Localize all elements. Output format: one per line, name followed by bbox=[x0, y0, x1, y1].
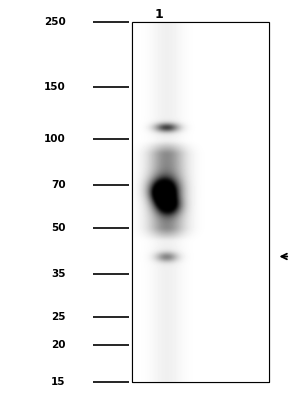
Bar bbox=[132, 22, 269, 382]
Text: 150: 150 bbox=[44, 82, 66, 92]
Text: 250: 250 bbox=[44, 17, 66, 27]
Text: 50: 50 bbox=[51, 223, 66, 233]
Text: 1: 1 bbox=[154, 8, 163, 20]
Text: 70: 70 bbox=[51, 180, 66, 190]
Text: 35: 35 bbox=[51, 268, 66, 278]
Text: 100: 100 bbox=[44, 134, 66, 144]
Text: 20: 20 bbox=[51, 340, 66, 350]
Bar bbox=[132, 22, 269, 382]
Text: 25: 25 bbox=[51, 312, 66, 322]
Text: 15: 15 bbox=[51, 377, 66, 387]
